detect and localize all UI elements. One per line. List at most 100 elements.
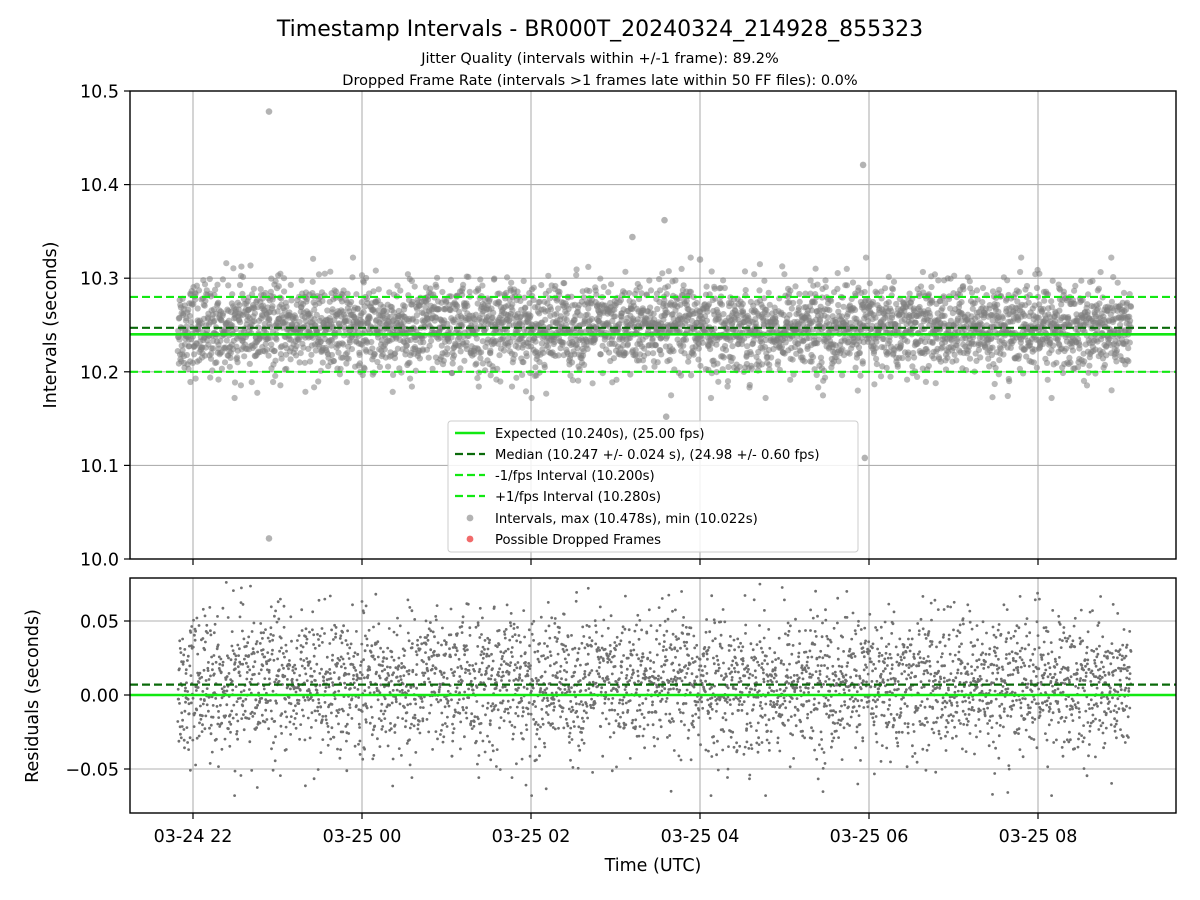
interval-point: [460, 281, 467, 288]
residual-point: [212, 672, 216, 676]
interval-point: [381, 346, 388, 353]
residual-point: [376, 640, 380, 644]
residual-point: [232, 703, 236, 707]
interval-point: [344, 349, 351, 356]
residual-point: [204, 640, 207, 644]
residual-point: [334, 632, 338, 636]
interval-point: [815, 384, 822, 391]
interval-point: [1043, 359, 1051, 366]
interval-point: [861, 288, 868, 296]
residual-point: [251, 715, 255, 718]
residual-point: [395, 633, 399, 637]
interval-point: [223, 260, 230, 267]
residual-point: [179, 736, 183, 740]
residual-point: [370, 644, 374, 648]
residual-point: [185, 726, 189, 729]
residual-point: [210, 750, 214, 754]
interval-point: [670, 348, 677, 355]
residual-point: [316, 633, 319, 636]
residual-point: [359, 677, 363, 680]
interval-point: [406, 359, 413, 366]
residual-point: [259, 622, 263, 625]
residual-point: [304, 627, 308, 631]
interval-point: [262, 289, 269, 297]
residual-point: [353, 651, 357, 655]
residual-point: [358, 753, 362, 756]
interval-point: [1015, 288, 1023, 295]
residual-point: [241, 662, 245, 666]
interval-point: [375, 286, 382, 293]
interval-point: [434, 274, 441, 281]
residual-point: [192, 725, 196, 728]
interval-point: [839, 372, 846, 379]
interval-point: [787, 376, 794, 383]
residual-point: [330, 703, 334, 706]
interval-point: [269, 303, 276, 310]
residual-point: [306, 695, 309, 699]
residual-point: [351, 603, 354, 607]
residual-point: [346, 629, 349, 633]
interval-point: [277, 270, 284, 277]
interval-point: [201, 281, 209, 288]
residual-point: [315, 689, 319, 692]
interval-point: [420, 339, 427, 346]
interval-point: [1049, 277, 1056, 284]
residual-point: [302, 659, 306, 662]
interval-point: [496, 290, 503, 297]
residual-point: [264, 708, 268, 712]
interval-point: [212, 286, 219, 293]
residual-point: [279, 636, 283, 640]
residual-point: [414, 702, 418, 706]
interval-point: [656, 276, 663, 283]
interval-point: [1072, 282, 1079, 289]
residual-point: [382, 656, 386, 659]
residual-point: [407, 672, 411, 676]
residual-point: [408, 738, 411, 742]
residual-point: [392, 630, 396, 634]
interval-point: [846, 350, 853, 357]
residual-point: [383, 709, 387, 713]
interval-point: [543, 390, 550, 397]
residual-point: [367, 628, 371, 632]
interval-point: [973, 287, 981, 294]
residual-point: [269, 605, 273, 609]
interval-point: [496, 352, 503, 359]
residual-point: [283, 674, 287, 678]
residual-point: [363, 747, 366, 751]
interval-point: [654, 305, 661, 313]
interval-point: [721, 284, 728, 292]
interval-point: [1095, 285, 1102, 292]
interval-point: [407, 375, 414, 382]
residual-point: [406, 631, 410, 635]
residual-point: [352, 655, 356, 658]
residual-point: [383, 668, 387, 671]
residual-point: [411, 642, 414, 645]
interval-point: [714, 360, 721, 367]
residual-point: [298, 688, 302, 692]
residual-point: [341, 730, 345, 734]
interval-outlier-point: [696, 256, 704, 263]
residual-point: [399, 675, 402, 678]
interval-point: [658, 351, 665, 358]
interval-point: [954, 338, 961, 345]
residual-point: [379, 709, 383, 713]
interval-point: [843, 282, 851, 289]
interval-point: [677, 372, 685, 379]
interval-point: [227, 354, 234, 361]
residual-point: [418, 731, 422, 735]
residual-point: [276, 674, 280, 678]
residual-point: [403, 649, 407, 652]
interval-point: [552, 282, 559, 290]
residual-point: [214, 697, 218, 700]
residual-point: [203, 614, 207, 618]
interval-point: [622, 350, 629, 357]
interval-point: [247, 262, 254, 269]
residual-point: [376, 655, 380, 659]
interval-point: [474, 375, 481, 382]
residual-point: [325, 722, 329, 725]
residual-point: [416, 727, 420, 731]
residual-point: [248, 740, 252, 744]
interval-point: [513, 374, 520, 381]
interval-point: [272, 372, 279, 379]
residual-point: [263, 720, 267, 724]
